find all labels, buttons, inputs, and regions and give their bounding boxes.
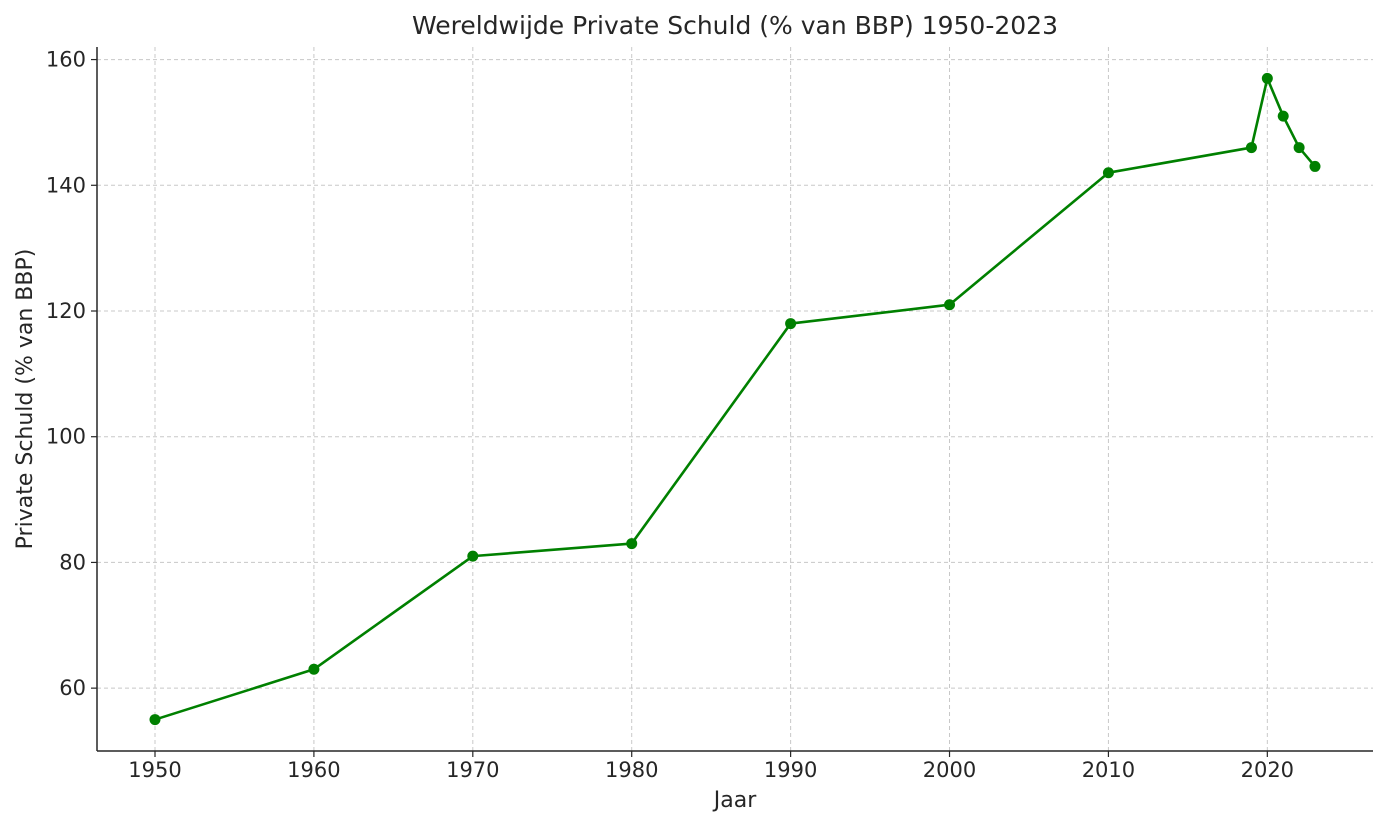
data-point	[1102, 167, 1114, 179]
x-axis-title: Jaar	[712, 788, 757, 813]
grid-layer	[97, 47, 1373, 751]
axes-layer	[96, 47, 1373, 752]
y-tick-label: 60	[59, 676, 86, 700]
ticks-layer: 1950 1960 1970 1980 1990 2000 2010 2020 60 80 100 1…	[46, 48, 1294, 782]
data-point	[1277, 110, 1289, 122]
data-point	[1293, 142, 1305, 154]
data-point	[1261, 72, 1273, 84]
y-tick-label: 140	[46, 173, 86, 197]
data-point	[467, 550, 479, 562]
x-tick-label: 1960	[287, 758, 340, 782]
series-layer	[149, 72, 1321, 726]
data-point	[149, 714, 161, 726]
y-tick-label: 120	[46, 299, 86, 323]
data-point	[626, 538, 638, 550]
y-tick-label: 100	[46, 425, 86, 449]
data-point	[944, 299, 956, 311]
y-tick-label: 160	[46, 48, 86, 72]
x-tick-label: 2000	[923, 758, 976, 782]
y-tick-label: 80	[59, 550, 86, 574]
x-tick-label: 1970	[446, 758, 499, 782]
x-tick-label: 1980	[605, 758, 658, 782]
chart-title: Wereldwijde Private Schuld (% van BBP) 1…	[412, 11, 1058, 40]
data-point	[1245, 142, 1257, 154]
data-point	[308, 663, 320, 675]
x-tick-label: 2010	[1082, 758, 1135, 782]
data-point	[785, 318, 797, 330]
x-tick-label: 1950	[128, 758, 181, 782]
y-axis-title: Private Schuld (% van BBP)	[13, 249, 38, 550]
x-tick-label: 2020	[1241, 758, 1294, 782]
series-line	[153, 77, 1317, 721]
x-tick-label: 1990	[764, 758, 817, 782]
data-point	[1309, 160, 1321, 172]
